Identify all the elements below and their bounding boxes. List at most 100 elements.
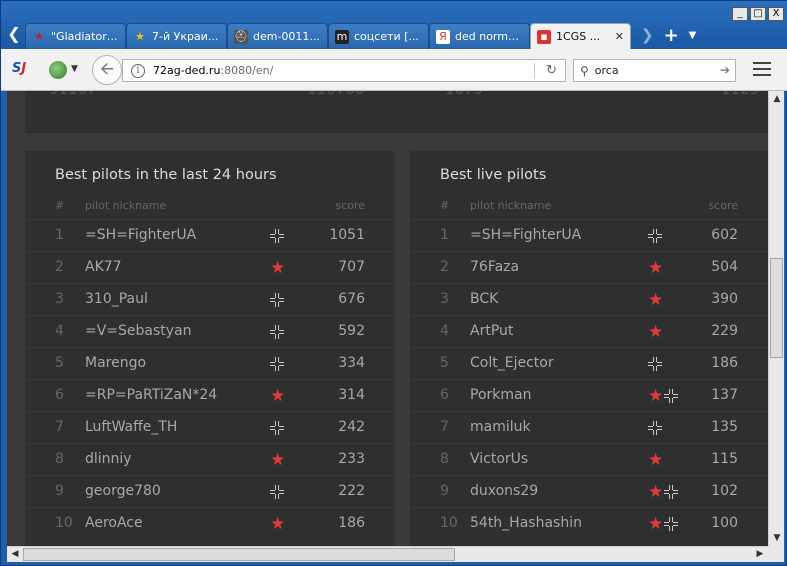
table-row[interactable]: 4 ArtPut ★ 229 [410, 315, 768, 347]
pilot-nickname[interactable]: =SH=FighterUA [470, 227, 582, 243]
chevron-down-icon[interactable]: ▼ [71, 64, 78, 74]
sj-addon-icon[interactable]: SJ [12, 61, 27, 76]
rank: 6 [440, 387, 449, 403]
table-row[interactable]: 4 =V=Sebastyan 592 [25, 315, 395, 347]
pilot-nickname[interactable]: LuftWaffe_TH [85, 419, 178, 435]
table-row[interactable]: 9 duxons29 ★ 102 [410, 475, 768, 507]
pilot-nickname[interactable]: Colt_Ejector [470, 355, 554, 371]
scroll-right-icon[interactable]: ▶ [756, 549, 764, 559]
balkenkreuz-icon [664, 517, 679, 531]
pilot-nickname[interactable]: mamiluk [470, 419, 531, 435]
rank: 5 [440, 355, 449, 371]
pilot-nickname[interactable]: dlinniy [85, 451, 132, 467]
1cgs-icon: ▪ [537, 29, 551, 44]
search-input[interactable]: ⚲ orca ➔ [573, 59, 736, 82]
info-icon[interactable]: i [131, 63, 145, 78]
pilot-nickname[interactable]: duxons29 [470, 483, 539, 499]
back-button[interactable]: 🡨 [92, 55, 122, 85]
table-row[interactable]: 10 54th_Hashashin ★ 100 [410, 507, 768, 539]
vertical-scroll-thumb[interactable] [770, 258, 783, 358]
table-row[interactable]: 3 310_Paul 676 [25, 283, 395, 315]
balkenkreuz-icon [270, 293, 284, 307]
faction-icons [270, 292, 284, 308]
score: 676 [338, 291, 365, 307]
pilot-nickname[interactable]: 54th_Hashashin [470, 515, 582, 531]
pilot-nickname[interactable]: Porkman [470, 387, 532, 403]
hamburger-menu-icon[interactable] [753, 62, 771, 76]
helmet-icon: ⛑ [234, 29, 248, 44]
table-row[interactable]: 2 AK77 ★ 707 [25, 251, 395, 283]
pilot-nickname[interactable]: =SH=FighterUA [85, 227, 197, 243]
red-star-icon: ★ [34, 30, 44, 43]
close-window-button[interactable]: X [768, 7, 784, 21]
reload-icon[interactable]: ↻ [546, 63, 557, 78]
tab-1[interactable]: ★ "Gladiator"... [25, 23, 126, 49]
scroll-up-icon[interactable]: ▲ [773, 94, 781, 104]
table-row[interactable]: 6 Porkman ★ 137 [410, 379, 768, 411]
pilot-nickname[interactable]: 76Faza [470, 259, 520, 275]
vertical-scrollbar[interactable]: ▲ ▼ [768, 91, 784, 546]
pilot-nickname[interactable]: AeroAce [85, 515, 143, 531]
faction-icons: ★ [648, 516, 679, 533]
tab-4[interactable]: m соцсети [... [328, 23, 429, 49]
table-row[interactable]: 2 76Faza ★ 504 [410, 251, 768, 283]
balkenkreuz-icon [270, 485, 284, 499]
red-star-icon: ★ [270, 386, 286, 406]
table-row[interactable]: 10 AeroAce ★ 186 [25, 507, 395, 539]
tab-3[interactable]: ⛑ dem-0011... [227, 23, 328, 49]
table-row[interactable]: 8 dlinniy ★ 233 [25, 443, 395, 475]
table-row[interactable]: 7 mamiluk 135 [410, 411, 768, 443]
pilot-nickname[interactable]: =RP=PaRTiZaN*24 [85, 387, 218, 403]
pilot-nickname[interactable]: AK77 [85, 259, 122, 275]
tab-2[interactable]: ★ 7-й Украи... [126, 23, 227, 49]
pilot-nickname[interactable]: BCK [470, 291, 499, 307]
list-all-tabs-icon[interactable]: ▼ [688, 29, 697, 41]
table-row[interactable]: 1 =SH=FighterUA 602 [410, 219, 768, 251]
table-row[interactable]: 1 =SH=FighterUA 1051 [25, 219, 395, 251]
table-row[interactable]: 5 Marengo 334 [25, 347, 395, 379]
table-row[interactable]: 5 Colt_Ejector 186 [410, 347, 768, 379]
pilot-nickname[interactable]: =V=Sebastyan [85, 323, 192, 339]
close-tab-icon[interactable]: ✕ [614, 30, 624, 43]
table-row[interactable]: 6 =RP=PaRTiZaN*24 ★ 314 [25, 379, 395, 411]
pilot-nickname[interactable]: Marengo [85, 355, 147, 371]
red-star-icon: ★ [648, 450, 664, 470]
table-row[interactable]: 3 BCK ★ 390 [410, 283, 768, 315]
pilot-nickname[interactable]: VictorUs [470, 451, 529, 467]
red-star-icon: ★ [270, 450, 286, 470]
tab-scroll-left-icon[interactable]: ❮ [7, 24, 21, 43]
tab-scroll-right-icon[interactable]: ❯ [641, 26, 654, 44]
horizontal-scrollbar[interactable]: ◀ ▶ [7, 546, 768, 562]
pilot-nickname[interactable]: george780 [85, 483, 161, 499]
minimize-button[interactable]: _ [732, 7, 748, 21]
maximize-button[interactable]: □ [750, 7, 766, 21]
scroll-left-icon[interactable]: ◀ [11, 549, 19, 559]
pilot-nickname[interactable]: ArtPut [470, 323, 514, 339]
search-icon: ⚲ [580, 63, 589, 78]
table-row[interactable]: 9 george780 222 [25, 475, 395, 507]
scroll-down-icon[interactable]: ▼ [773, 533, 781, 543]
rank: 9 [55, 483, 64, 499]
search-go-icon[interactable]: ➔ [719, 63, 730, 77]
balkenkreuz-icon [270, 229, 284, 243]
table-row[interactable]: 7 LuftWaffe_TH 242 [25, 411, 395, 443]
tab-6[interactable]: ▪ 1CGS ... ✕ [530, 23, 631, 49]
new-tab-icon[interactable]: + [663, 24, 679, 46]
rank: 7 [440, 419, 449, 435]
stat-value: 1129 [721, 91, 759, 98]
faction-icons: ★ [270, 386, 286, 406]
pilot-nickname[interactable]: 310_Paul [85, 291, 148, 307]
score: 334 [338, 355, 365, 371]
url-bar[interactable]: i 72ag-ded.ru:8080/en/ ↻ [122, 59, 566, 82]
globe-addon-icon[interactable] [49, 61, 67, 79]
red-star-icon: ★ [648, 258, 664, 278]
window-controls: _ □ X [732, 7, 784, 21]
horizontal-scroll-thumb[interactable] [23, 548, 455, 561]
table-row[interactable]: 8 VictorUs ★ 115 [410, 443, 768, 475]
rank: 8 [440, 451, 449, 467]
rank: 6 [55, 387, 64, 403]
tab-label: ded norma... [455, 30, 523, 43]
rank: 2 [55, 259, 64, 275]
